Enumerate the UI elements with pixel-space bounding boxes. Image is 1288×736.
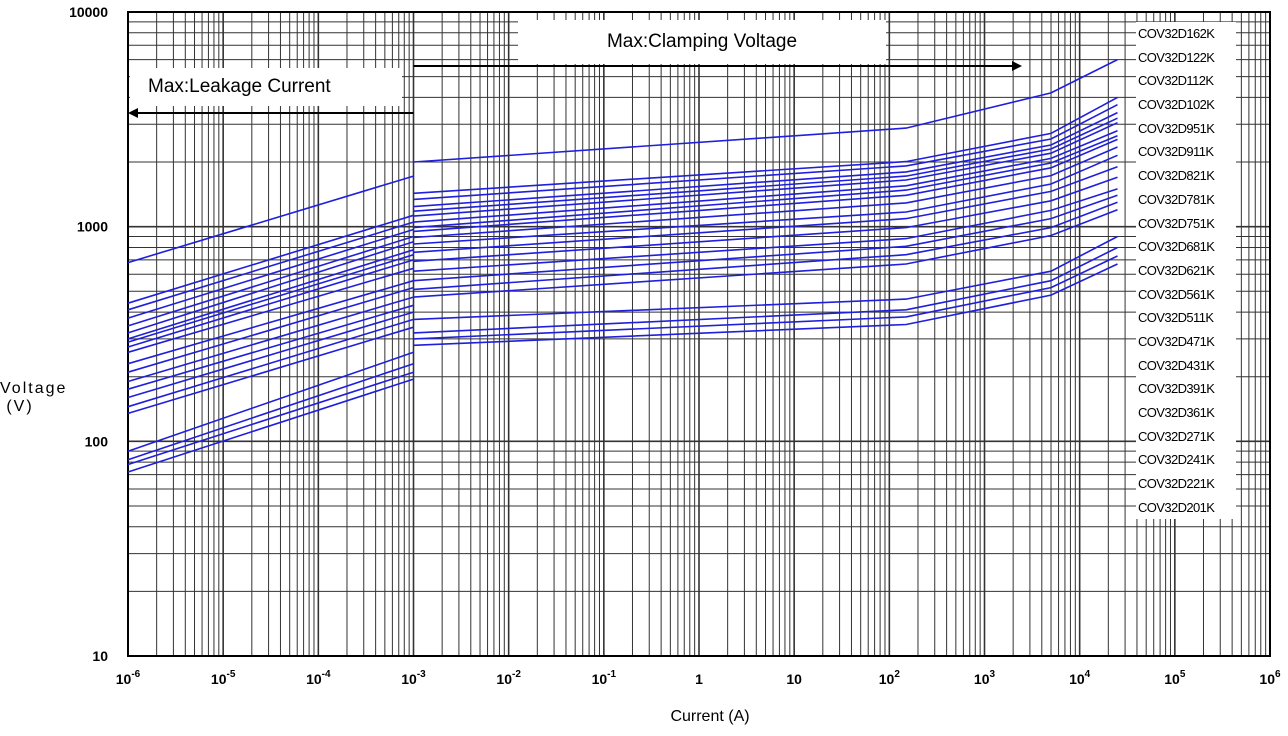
leakage-arrow-head [128, 108, 138, 118]
y-tick-label: 100 [85, 433, 109, 449]
clamping-line [413, 117, 1118, 212]
x-tick-label: 104 [1069, 669, 1091, 687]
leakage-line [127, 362, 414, 461]
clamping-line [413, 188, 1118, 272]
legend-item: COV32D951K [1138, 120, 1215, 136]
legend-item: COV32D112K [1138, 73, 1214, 89]
legend-item: COV32D102K [1138, 97, 1215, 113]
legend-item: COV32D621K [1138, 262, 1215, 278]
clamping-line [413, 138, 1118, 233]
leakage-line [127, 175, 414, 264]
x-axis-label: Current (A) [670, 708, 750, 725]
leakage-line [127, 228, 414, 319]
clamping-line [413, 208, 1118, 298]
leakage-line [127, 241, 414, 334]
leakage-line [127, 371, 414, 466]
leakage-line [127, 351, 414, 452]
clamping-line [413, 154, 1118, 245]
leakage-line [127, 214, 414, 304]
legend-item: COV32D201K [1138, 499, 1215, 515]
leakage-line [127, 296, 414, 383]
legend-item: COV32D471K [1138, 333, 1215, 349]
x-tick-label: 10-5 [211, 669, 236, 687]
clamping-line [413, 135, 1118, 229]
y-tick-label: 10000 [69, 4, 108, 20]
legend-item: COV32D511K [1138, 310, 1214, 326]
legend-item: COV32D361K [1138, 405, 1215, 420]
x-tick-label: 106 [1259, 669, 1281, 687]
clamping-line [413, 194, 1118, 282]
clamping-annotation: Max:Clamping Voltage [518, 20, 886, 64]
leakage-line [127, 311, 414, 399]
x-tick-label: 105 [1164, 669, 1186, 687]
clamping-line [413, 58, 1118, 163]
legend-item: COV32D681K [1138, 239, 1215, 255]
x-tick-label: 10-1 [592, 669, 617, 687]
clamping-line [413, 235, 1118, 321]
leakage-annotation: Max:Leakage Current [130, 68, 402, 106]
x-tick-label: 10 [786, 671, 802, 687]
leakage-line [127, 235, 414, 327]
leakage-line [127, 279, 414, 365]
legend-item: COV32D431K [1138, 357, 1215, 373]
clamping-line [413, 176, 1118, 263]
x-tick-label: 102 [879, 669, 901, 687]
clamping-line [413, 129, 1118, 223]
clamping-line [413, 121, 1118, 217]
clamping-line [413, 103, 1118, 201]
leakage-line [127, 286, 414, 373]
legend-item: COV32D271K [1138, 428, 1215, 444]
legend-item: COV32D122K [1138, 49, 1215, 65]
leakage-line [127, 318, 414, 408]
x-tick-label: 1 [695, 671, 703, 687]
y-tick-label: 1000 [77, 219, 108, 235]
legend-item: COV32D391K [1138, 381, 1215, 397]
legend-item: COV32D162K [1138, 26, 1215, 41]
annotation-arrows [128, 61, 1022, 118]
clamping-line [413, 96, 1118, 195]
clamping-line [413, 263, 1118, 347]
leakage-line [127, 253, 414, 343]
clamping-line [413, 255, 1118, 340]
tick-labels: 10-6 10-5 10-4 10-3 10-2 10-1 1 10 102 103 104 105 1… [69, 4, 1281, 687]
clamping-line [413, 146, 1118, 239]
legend-item: COV32D821K [1138, 168, 1215, 184]
x-tick-label: 10-3 [401, 669, 426, 687]
clamping-line [413, 246, 1118, 334]
leakage-line [127, 267, 414, 354]
leakage-line [127, 259, 414, 348]
legend-item: COV32D221K [1138, 476, 1215, 492]
clamping-line [413, 201, 1118, 291]
x-tick-label: 10-4 [306, 669, 331, 687]
y-tick-label: 10 [92, 648, 108, 664]
leakage-line [127, 304, 414, 390]
plot-frame [127, 11, 1271, 657]
leakage-line [127, 326, 414, 415]
legend: COV32D162K COV32D122K COV32D112K COV32D102K… [1136, 22, 1236, 520]
legend-item: COV32D561K [1138, 286, 1215, 302]
series-lines [127, 58, 1118, 473]
legend-item: COV32D781K [1138, 191, 1215, 207]
x-tick-label: 103 [974, 669, 996, 687]
legend-item: COV32D911K [1138, 144, 1214, 160]
x-tick-label: 10-2 [496, 669, 521, 687]
clamping-line [413, 111, 1118, 208]
leakage-line [127, 221, 414, 311]
y-axis-label: Voltage (V) [0, 380, 68, 415]
leakage-line [127, 249, 414, 340]
legend-item: COV32D241K [1138, 452, 1215, 468]
leakage-line [127, 378, 414, 473]
legend-item: COV32D751K [1138, 215, 1215, 231]
x-tick-label: 10-6 [116, 669, 141, 687]
clamping-arrow-head [1012, 61, 1022, 71]
clamping-line [413, 166, 1118, 254]
